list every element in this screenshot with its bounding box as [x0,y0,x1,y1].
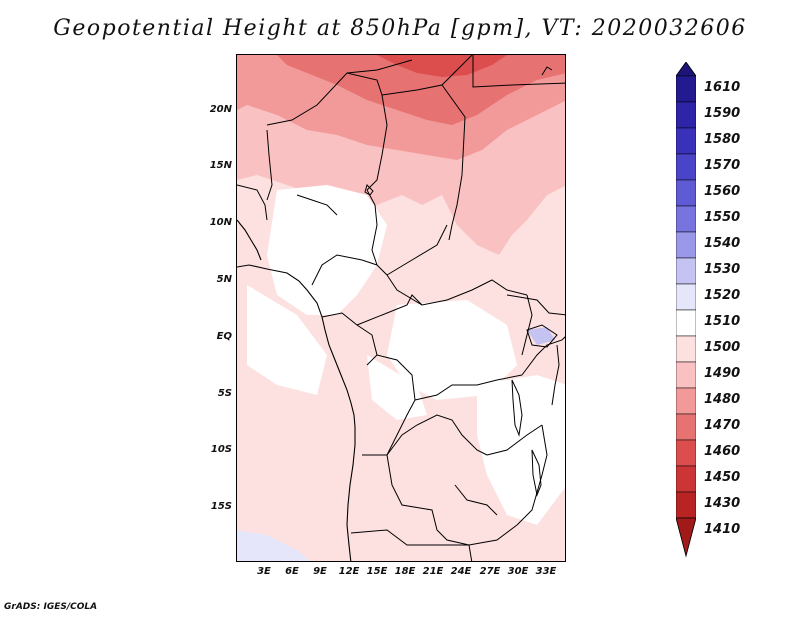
cbar-seg [676,491,696,519]
cbar-seg [676,283,696,311]
cbar-label: 1430 [704,496,741,511]
lat-label: 10S [210,444,232,455]
lon-label: 3E [257,566,271,577]
cbar-label: 1410 [704,522,741,537]
field-white-east [477,375,565,525]
lat-label: 20N [209,104,232,115]
lon-label: 21E [422,566,444,577]
lakes [364,66,558,497]
lat-label: 10N [209,217,232,228]
lon-label: 30E [507,566,529,577]
cbar-seg [676,361,696,389]
coastline-west [237,264,356,561]
cbar-seg [676,127,696,155]
cbar-seg [676,439,696,467]
lon-label: 27E [479,566,501,577]
chart-title: Geopotential Height at 850hPa [gpm], VT:… [53,16,747,41]
lon-label: 18E [394,566,416,577]
cbar-label: 1570 [704,158,741,173]
cbar-label: 1490 [704,366,741,381]
field-white-basin [387,300,517,400]
cbar-label: 1450 [704,470,741,485]
lon-label: 24E [450,566,472,577]
cbar-label: 1530 [704,262,741,277]
cbar-arrow-bottom [676,517,696,558]
cbar-seg [676,231,696,259]
lon-label: 12E [338,566,360,577]
lon-label: 9E [313,566,327,577]
map-panel [236,54,566,562]
lat-label: 15S [210,501,232,512]
credit-text: GrADS: IGES/COLA [4,602,98,612]
cbar-label: 1580 [704,132,741,147]
cbar-label: 1460 [704,444,741,459]
lake-malawi [531,449,542,497]
lake-victoria [526,324,558,348]
country-borders [237,55,565,561]
cbar-arrow-top [676,62,696,77]
map-svg [237,55,565,561]
cbar-label: 1610 [704,80,741,95]
cbar-seg [676,101,696,129]
cbar-seg [676,309,696,337]
cbar-seg [676,257,696,285]
cbar-label: 1550 [704,210,741,225]
cbar-seg [676,335,696,363]
colorbar [676,62,696,558]
cbar-seg [676,75,696,103]
cbar-label: 1520 [704,288,741,303]
cbar-label: 1590 [704,106,741,121]
lon-label: 33E [535,566,557,577]
coastline-gulf [237,219,262,261]
cbar-seg [676,465,696,493]
lat-label: 15N [209,160,232,171]
cbar-seg [676,153,696,181]
cbar-label: 1560 [704,184,741,199]
cbar-seg [676,205,696,233]
red-sea-coast [541,66,553,76]
cbar-label: 1510 [704,314,741,329]
cbar-label: 1540 [704,236,741,251]
lat-label: 5S [217,388,232,399]
field-lightblue-sw [237,530,310,561]
lon-label: 15E [366,566,388,577]
lat-label: 5N [216,274,232,285]
field-white-mid [367,355,427,420]
cbar-seg [676,179,696,207]
lake-chad [364,184,374,196]
lat-label: EQ [216,331,232,342]
field-white-west [267,185,387,315]
field-white-coast [247,285,327,395]
cbar-label: 1470 [704,418,741,433]
cbar-seg [676,387,696,415]
lake-tanganyika [511,379,523,437]
cbar-label: 1480 [704,392,741,407]
lon-label: 6E [285,566,299,577]
cbar-seg [676,413,696,441]
field-lightblue-lake [527,327,555,345]
cbar-label: 1500 [704,340,741,355]
